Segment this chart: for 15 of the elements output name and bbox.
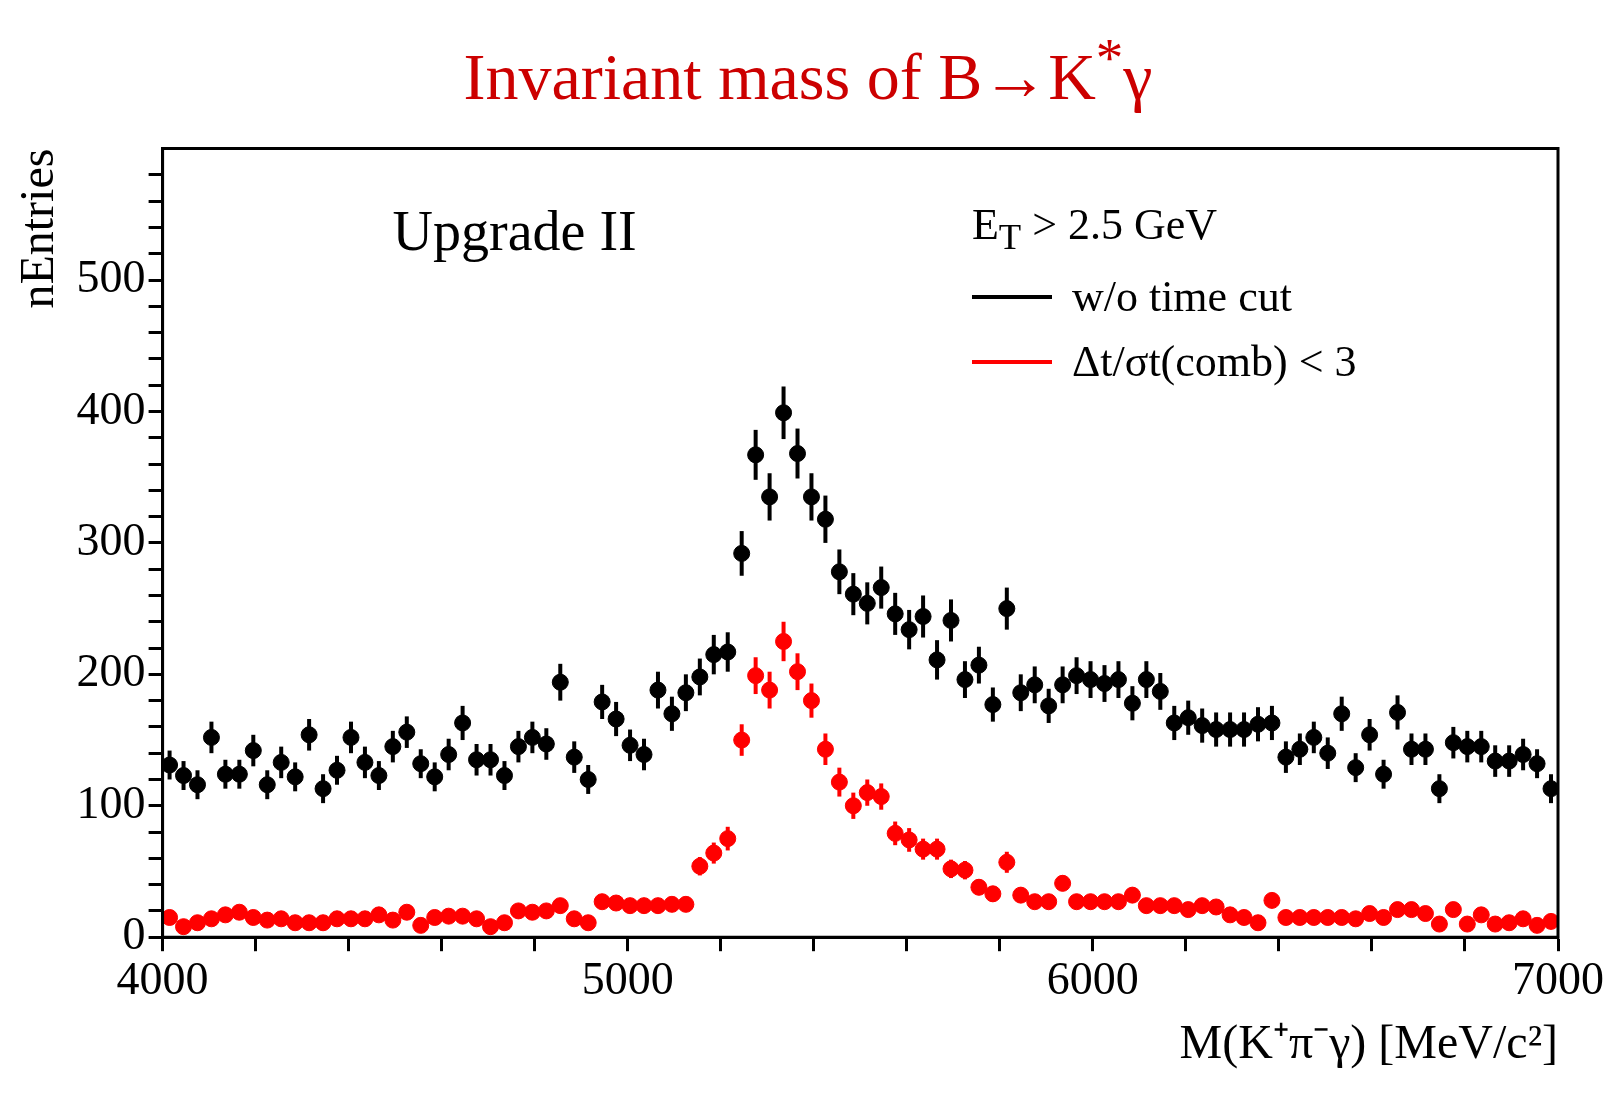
legend-label: w/o time cut <box>1071 271 1292 323</box>
x-tick-label: 6000 <box>1046 952 1139 1004</box>
y-tick-label: 100 <box>76 776 146 828</box>
annotation: Upgrade II <box>392 198 637 263</box>
y-tick-label: 300 <box>76 513 146 565</box>
y-tick-label: 400 <box>76 382 146 434</box>
legend-label: Δt/σt(comb) < 3 <box>1071 336 1357 388</box>
y-axis-title: nEntries <box>10 148 64 309</box>
legend-title: E$_{T}$ > 2.5 GeV <box>971 198 1219 258</box>
chart-title: Invariant mass of B→K$^{*}$γ <box>462 26 1154 115</box>
x-tick-label: 5000 <box>581 952 674 1004</box>
y-tick-label: 500 <box>76 251 146 303</box>
y-tick-label: 200 <box>76 645 146 697</box>
x-axis-title: M(K⁺π⁻γ) [MeV/c²] <box>1179 1014 1558 1069</box>
x-tick-label: 7000 <box>1512 952 1604 1004</box>
